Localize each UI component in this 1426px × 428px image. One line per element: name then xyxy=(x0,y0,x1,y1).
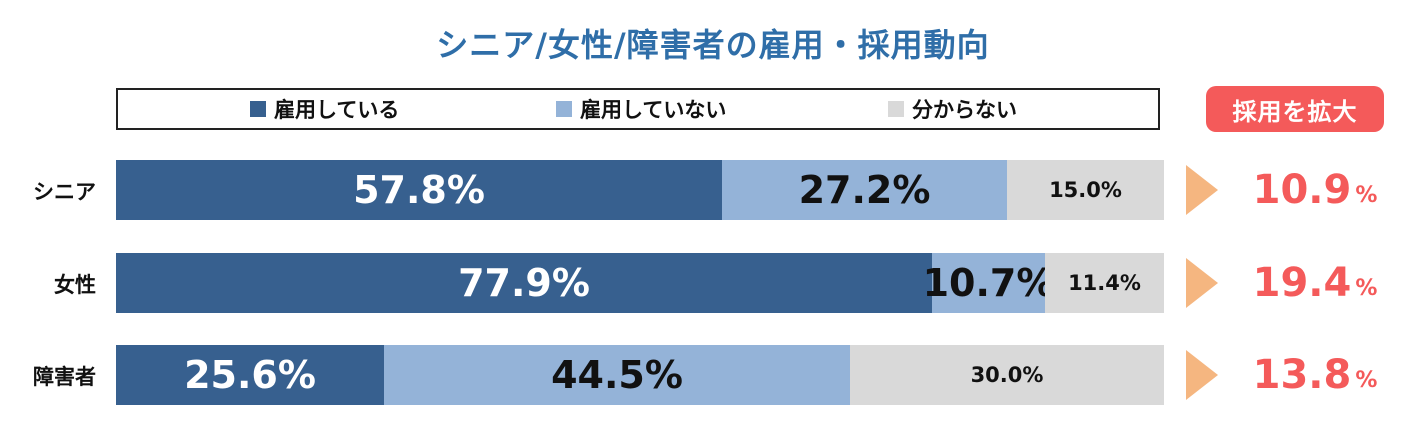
bar-row: 57.8% 27.2% 15.0% xyxy=(116,160,1164,220)
bar-segment-unknown: 30.0% xyxy=(850,345,1164,405)
bar-segment-not-employed: 10.7% xyxy=(923,253,1054,313)
legend: 雇用している 雇用していない 分からない xyxy=(116,88,1160,130)
bar-segment-unknown: 15.0% xyxy=(1007,160,1164,220)
legend-label-unknown: 分からない xyxy=(912,98,1017,122)
bar-data-label: 11.4% xyxy=(1068,271,1141,295)
bar-data-label: 77.9% xyxy=(458,261,590,305)
expansion-unit: % xyxy=(1355,275,1378,301)
bar-data-label: 44.5% xyxy=(551,353,683,397)
legend-item-unknown: 分からない xyxy=(888,90,1017,128)
legend-swatch-employed xyxy=(250,101,266,117)
arrow-right-icon xyxy=(1186,350,1218,400)
expansion-number: 19.4 xyxy=(1252,260,1352,306)
legend-swatch-unknown xyxy=(888,101,904,117)
category-label: シニア xyxy=(33,180,96,204)
bar-segment-employed: 57.8% xyxy=(116,160,722,220)
arrow-right-icon xyxy=(1186,165,1218,215)
expansion-unit: % xyxy=(1355,182,1378,208)
bar-row: 25.6% 44.5% 30.0% xyxy=(116,345,1164,405)
legend-item-employed: 雇用している xyxy=(250,90,399,128)
expand-hiring-badge: 採用を拡大 xyxy=(1206,86,1384,132)
category-label: 女性 xyxy=(54,273,96,297)
legend-label-employed: 雇用している xyxy=(274,98,400,122)
expansion-value: 19.4% xyxy=(1240,253,1390,313)
bar-data-label: 15.0% xyxy=(1049,178,1122,202)
bar-segment-not-employed: 44.5% xyxy=(384,345,850,405)
expansion-number: 10.9 xyxy=(1252,167,1352,213)
bar-data-label: 30.0% xyxy=(970,363,1044,387)
expansion-value: 13.8% xyxy=(1240,345,1390,405)
chart-title: シニア/女性/障害者の雇用・採用動向 xyxy=(436,26,990,64)
expansion-value: 10.9% xyxy=(1240,160,1390,220)
bar-segment-employed: 77.9% xyxy=(116,253,932,313)
legend-item-not-employed: 雇用していない xyxy=(556,90,726,128)
expansion-unit: % xyxy=(1355,367,1378,393)
legend-label-not-employed: 雇用していない xyxy=(580,98,727,122)
bar-segment-not-employed: 27.2% xyxy=(722,160,1007,220)
legend-swatch-not-employed xyxy=(556,101,572,117)
arrow-right-icon xyxy=(1186,258,1218,308)
bar-segment-unknown: 11.4% xyxy=(1045,253,1164,313)
bar-data-label: 25.6% xyxy=(184,353,316,397)
category-label: 障害者 xyxy=(33,365,96,389)
bar-data-label: 10.7% xyxy=(922,261,1055,305)
expansion-number: 13.8 xyxy=(1252,352,1352,398)
bar-data-label: 57.8% xyxy=(353,168,485,212)
bar-data-label: 27.2% xyxy=(798,168,931,212)
bar-segment-employed: 25.6% xyxy=(116,345,384,405)
bar-row: 77.9% 10.7% 11.4% xyxy=(116,253,1164,313)
